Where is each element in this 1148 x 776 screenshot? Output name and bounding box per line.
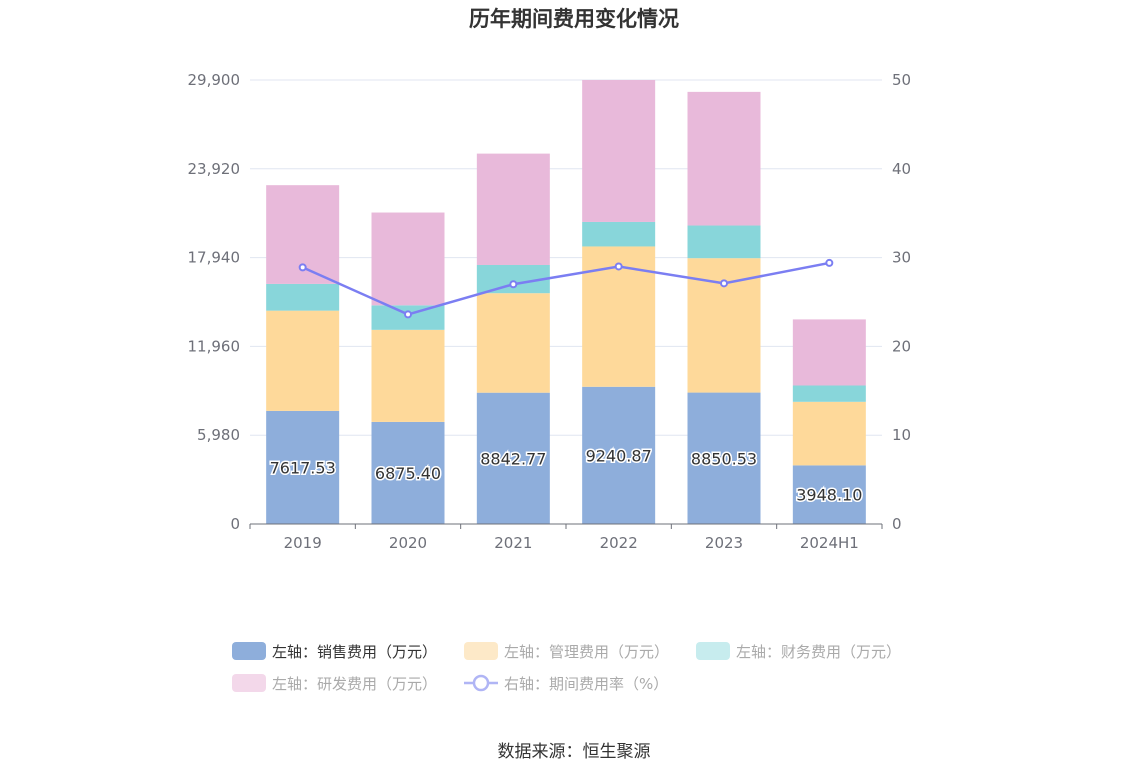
bar-segment [371,329,445,422]
bar-data-label: 8842.77 [480,449,546,468]
bar-segment [792,401,866,466]
rate-line-path [302,261,830,316]
bar-data-label: 3948.10 [796,486,862,505]
bar-segment [266,310,340,411]
bar-segment [687,392,761,524]
rate-line [298,258,834,319]
source-note: 数据来源：恒生聚源 [498,742,651,762]
right-axis-tick-label: 40 [892,160,911,178]
bar-segment [476,153,550,265]
left-axis-tick-label: 29,900 [188,71,241,89]
bar-segment [582,79,656,222]
x-tick-label: 2023 [705,534,743,552]
bar-segment [792,465,866,524]
data-labels: 7617.53 6875.40 8842.77 9240.87 8850.53 3948.… [268,445,864,506]
legend: 左轴：销售费用（万元） 左轴：管理费用（万元） 左轴：财务费用（万元） 左轴：研发费用… [232,642,901,693]
bar-segment [266,283,340,311]
x-tick-label: 2019 [284,534,322,552]
legend-label[interactable]: 右轴：期间费用率（%） [504,675,668,693]
bar-segment [476,293,550,393]
chart-title: 历年期间费用变化情况 [469,7,679,31]
bar-data-label: 7617.53 [270,458,336,477]
bar-segment [476,392,550,524]
legend-swatch[interactable] [696,642,730,660]
rate-point [614,262,623,271]
legend-swatch[interactable] [464,642,498,660]
bar-segment [582,386,656,524]
legend-label[interactable]: 左轴：销售费用（万元） [272,643,437,661]
rate-point [298,263,307,272]
left-axis-tick-label: 11,960 [188,337,241,355]
right-axis-tick-label: 50 [892,71,911,89]
left-axis-tick-label: 0 [230,515,240,533]
bar-segment [792,319,866,386]
bar-segment [371,212,445,306]
right-axis-tick-label: 20 [892,337,911,355]
bar-data-label: 9240.87 [586,446,652,465]
legend-label[interactable]: 左轴：财务费用（万元） [736,643,901,661]
grid-lines [250,79,882,436]
rate-point [509,280,518,289]
x-tick-label: 2022 [600,534,638,552]
x-tick-label: 2024H1 [800,534,859,552]
bar-data-label: 8850.53 [691,449,757,468]
right-axis-tick-label: 30 [892,249,911,267]
left-axis-tick-label: 5,980 [197,426,240,444]
bar-segment [687,225,761,259]
bar-segment [687,91,761,226]
bar-segment [371,421,445,524]
rate-point [720,279,728,288]
rate-point [825,258,834,267]
bar-segment [266,410,340,524]
legend-swatch[interactable] [232,674,266,692]
legend-marker-icon[interactable] [472,674,490,692]
rate-point [404,310,412,319]
legend-swatch[interactable] [232,642,266,660]
left-axis-tick-label: 23,920 [188,160,241,178]
bar-segment [582,221,656,247]
bar-segment [792,385,866,402]
legend-label[interactable]: 左轴：研发费用（万元） [272,675,437,693]
left-axis-tick-label: 17,940 [188,249,241,267]
x-tick-label: 2021 [494,534,532,552]
bars [266,79,866,524]
x-tick-label: 2020 [389,534,427,552]
right-axis-tick-label: 0 [892,515,902,533]
right-axis-tick-label: 10 [892,426,911,444]
bar-data-label: 6875.40 [375,464,441,483]
axes: 0 0 5,980 10 11,960 20 17,940 30 23,920 40 29,900 5… [188,71,912,552]
legend-label[interactable]: 左轴：管理费用（万元） [504,643,669,661]
